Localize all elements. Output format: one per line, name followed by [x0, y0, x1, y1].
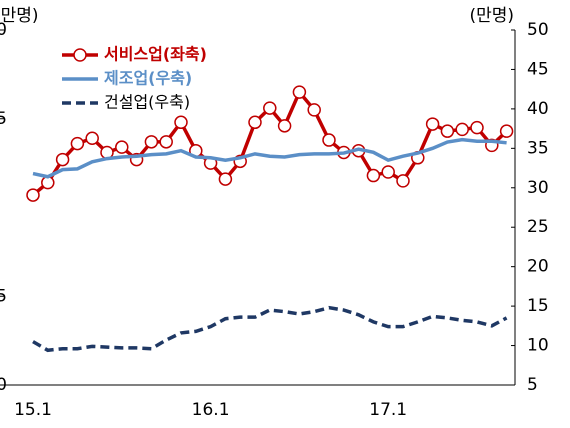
series-marker: [263, 101, 277, 115]
series-marker: [218, 172, 233, 186]
y2-tick-label: 45: [527, 59, 549, 79]
y2-tick-label: 10: [527, 336, 549, 356]
x-tick-label: 17.1: [369, 400, 407, 420]
series-marker: [55, 152, 70, 167]
series-marker: [144, 135, 159, 149]
y2-tick-label: 20: [527, 257, 549, 277]
y2-tick-label: 40: [527, 99, 549, 119]
series-marker: [470, 120, 484, 135]
series-marker: [440, 124, 455, 138]
series-marker: [174, 115, 188, 130]
series-marker: [159, 135, 173, 149]
y-axis-label: (만명): [0, 6, 39, 26]
series-marker: [248, 115, 262, 130]
series-marker: [115, 140, 129, 154]
y2-tick-label: 15: [527, 296, 549, 316]
series-line: [32, 305, 508, 353]
series-marker: [381, 165, 395, 179]
legend-marker: [73, 48, 87, 62]
y2-tick-label: 5: [527, 375, 538, 395]
legend-label: 건설업(우축): [104, 93, 190, 112]
series-marker: [85, 131, 99, 146]
legend-label: 제조업(우축): [104, 69, 192, 88]
series-marker: [455, 122, 469, 137]
series-marker: [307, 103, 321, 117]
x-tick-label: 16.1: [192, 400, 230, 420]
y2-tick-label: 50: [527, 20, 549, 40]
series-marker: [70, 136, 85, 151]
x-tick-label: 15.1: [14, 400, 52, 420]
series-marker: [292, 85, 307, 99]
series-marker: [26, 188, 40, 202]
series-marker: [366, 168, 381, 183]
y2-tick-label: 25: [527, 217, 549, 237]
y2-axis-label: (만명): [469, 6, 514, 26]
series-marker: [425, 117, 440, 131]
y2-tick-label: 35: [527, 138, 549, 158]
legend-label: 서비스업(좌축): [104, 45, 207, 64]
series-marker: [277, 119, 292, 133]
y2-tick-label: 30: [527, 178, 549, 198]
series-marker: [322, 133, 336, 147]
series-marker: [396, 174, 410, 188]
series-marker: [499, 124, 514, 138]
series-line: [32, 137, 507, 179]
